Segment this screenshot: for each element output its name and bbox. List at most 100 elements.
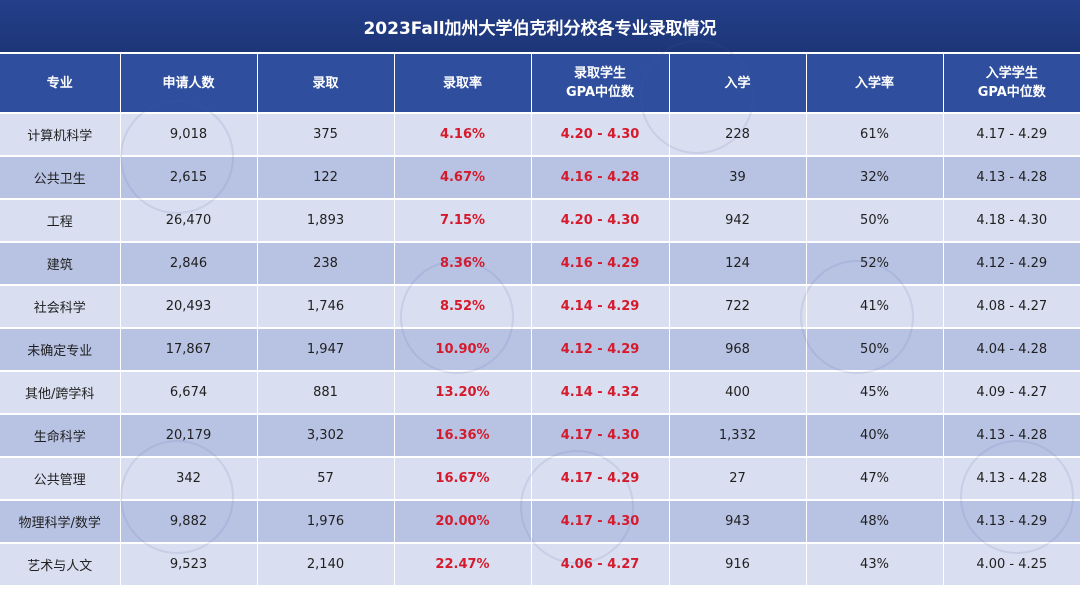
table-row: 公共管理 342 57 16.67% 4.17 - 4.29 27 47% 4.13 - 4.…	[0, 456, 1080, 500]
table-cell: 16.67%	[394, 456, 532, 500]
table-cell: 6,674	[120, 370, 258, 414]
table-cell: 228	[669, 112, 807, 156]
table-cell: 4.18 - 4.30	[943, 198, 1080, 242]
table-cell: 20,493	[120, 284, 258, 328]
table-cell: 建筑	[0, 241, 121, 285]
table-cell: 生命科学	[0, 413, 121, 457]
table-cell: 13.20%	[394, 370, 532, 414]
table-cell: 未确定专业	[0, 327, 121, 371]
table-row: 计算机科学 9,018 375 4.16% 4.20 - 4.30 228 61% 4.17 …	[0, 112, 1080, 156]
table-cell: 4.16%	[394, 112, 532, 156]
table-cell: 1,746	[257, 284, 395, 328]
table-row: 社会科学 20,493 1,746 8.52% 4.14 - 4.29 722 41% 4.0…	[0, 284, 1080, 328]
table-cell: 其他/跨学科	[0, 370, 121, 414]
column-header-text: 入学率	[854, 75, 894, 91]
table-row: 艺术与人文 9,523 2,140 22.47% 4.06 - 4.27 916 43% 4.…	[0, 542, 1080, 585]
column-header-text: 专业	[46, 75, 73, 91]
table-cell: 7.15%	[394, 198, 532, 242]
table-cell: 17,867	[120, 327, 258, 371]
table-cell: 10.90%	[394, 327, 532, 371]
table-cell: 4.14 - 4.29	[531, 284, 670, 328]
column-header: 入学	[669, 54, 807, 113]
column-header: 入学率	[806, 54, 944, 113]
table-cell: 1,947	[257, 327, 395, 371]
table-cell: 8.52%	[394, 284, 532, 328]
column-header-text: GPA中位数	[565, 85, 635, 100]
table-body: 计算机科学 9,018 375 4.16% 4.20 - 4.30 228 61% 4.17 …	[0, 112, 1080, 585]
table-cell: 916	[669, 542, 807, 585]
column-header: 录取率	[394, 54, 532, 113]
table-cell: 8.36%	[394, 241, 532, 285]
table-cell: 4.16 - 4.28	[531, 155, 670, 199]
column-header-text: 入学	[724, 75, 751, 91]
table-cell: 4.13 - 4.29	[943, 499, 1080, 543]
table-cell: 公共卫生	[0, 155, 121, 199]
table-cell: 39	[669, 155, 807, 199]
table-row: 其他/跨学科 6,674 881 13.20% 4.14 - 4.32 400 45% 4.0…	[0, 370, 1080, 414]
table-row: 公共卫生 2,615 122 4.67% 4.16 - 4.28 39 32% 4.13 - …	[0, 155, 1080, 199]
table-cell: 57	[257, 456, 395, 500]
table-cell: 4.09 - 4.27	[943, 370, 1080, 414]
table-cell: 26,470	[120, 198, 258, 242]
table-cell: 32%	[806, 155, 944, 199]
table-cell: 40%	[806, 413, 944, 457]
table-cell: 968	[669, 327, 807, 371]
table-cell: 4.04 - 4.28	[943, 327, 1080, 371]
table-cell: 61%	[806, 112, 944, 156]
admissions-table: 专业 申请人数 录取 录取率 录取学生 GPA中位数 入学 入学率 入学学生 GPA中位数 计算机…	[0, 54, 1080, 585]
table-cell: 4.06 - 4.27	[531, 542, 670, 585]
table-cell: 4.08 - 4.27	[943, 284, 1080, 328]
table-cell: 48%	[806, 499, 944, 543]
column-header-text: 录取学生	[573, 66, 626, 81]
table-cell: 1,976	[257, 499, 395, 543]
table-cell: 4.20 - 4.30	[531, 112, 670, 156]
table-cell: 20,179	[120, 413, 258, 457]
table-cell: 943	[669, 499, 807, 543]
column-header: 专业	[0, 54, 121, 113]
table-cell: 工程	[0, 198, 121, 242]
table-cell: 2,846	[120, 241, 258, 285]
table-row: 工程 26,470 1,893 7.15% 4.20 - 4.30 942 50% 4.18 …	[0, 198, 1080, 242]
table-cell: 4.17 - 4.30	[531, 413, 670, 457]
table-row: 物理科学/数学 9,882 1,976 20.00% 4.17 - 4.30 943 48%…	[0, 499, 1080, 543]
column-header: 录取	[257, 54, 395, 113]
column-header-text: 录取率	[442, 75, 482, 91]
column-header-text: 录取	[312, 75, 339, 91]
table-cell: 公共管理	[0, 456, 121, 500]
table-cell: 9,882	[120, 499, 258, 543]
table-cell: 4.16 - 4.29	[531, 241, 670, 285]
table-cell: 238	[257, 241, 395, 285]
column-header: 申请人数	[120, 54, 258, 113]
column-header: 录取学生 GPA中位数	[531, 54, 670, 113]
table-cell: 2,615	[120, 155, 258, 199]
table-row: 建筑 2,846 238 8.36% 4.16 - 4.29 124 52% 4.12 - 4…	[0, 241, 1080, 285]
table-cell: 124	[669, 241, 807, 285]
table-cell: 4.17 - 4.29	[943, 112, 1080, 156]
table-cell: 3,302	[257, 413, 395, 457]
table-cell: 41%	[806, 284, 944, 328]
table-cell: 4.13 - 4.28	[943, 413, 1080, 457]
table-cell: 50%	[806, 198, 944, 242]
page-title: 2023Fall加州大学伯克利分校各专业录取情况	[0, 0, 1080, 54]
table-cell: 400	[669, 370, 807, 414]
table-cell: 4.17 - 4.29	[531, 456, 670, 500]
table-cell: 52%	[806, 241, 944, 285]
table-header-row: 专业 申请人数 录取 录取率 录取学生 GPA中位数 入学 入学率 入学学生 GPA中位数	[0, 54, 1080, 113]
table-cell: 4.14 - 4.32	[531, 370, 670, 414]
table-cell: 计算机科学	[0, 112, 121, 156]
table-cell: 45%	[806, 370, 944, 414]
table-cell: 2,140	[257, 542, 395, 585]
table-row: 生命科学 20,179 3,302 16.36% 4.17 - 4.30 1,332 40%…	[0, 413, 1080, 457]
table-cell: 942	[669, 198, 807, 242]
table-cell: 1,332	[669, 413, 807, 457]
table-cell: 20.00%	[394, 499, 532, 543]
table-cell: 4.13 - 4.28	[943, 456, 1080, 500]
table-cell: 122	[257, 155, 395, 199]
table-cell: 722	[669, 284, 807, 328]
table-cell: 社会科学	[0, 284, 121, 328]
table-cell: 艺术与人文	[0, 542, 121, 585]
column-header-text: 申请人数	[162, 75, 215, 91]
table-cell: 4.20 - 4.30	[531, 198, 670, 242]
table-cell: 375	[257, 112, 395, 156]
